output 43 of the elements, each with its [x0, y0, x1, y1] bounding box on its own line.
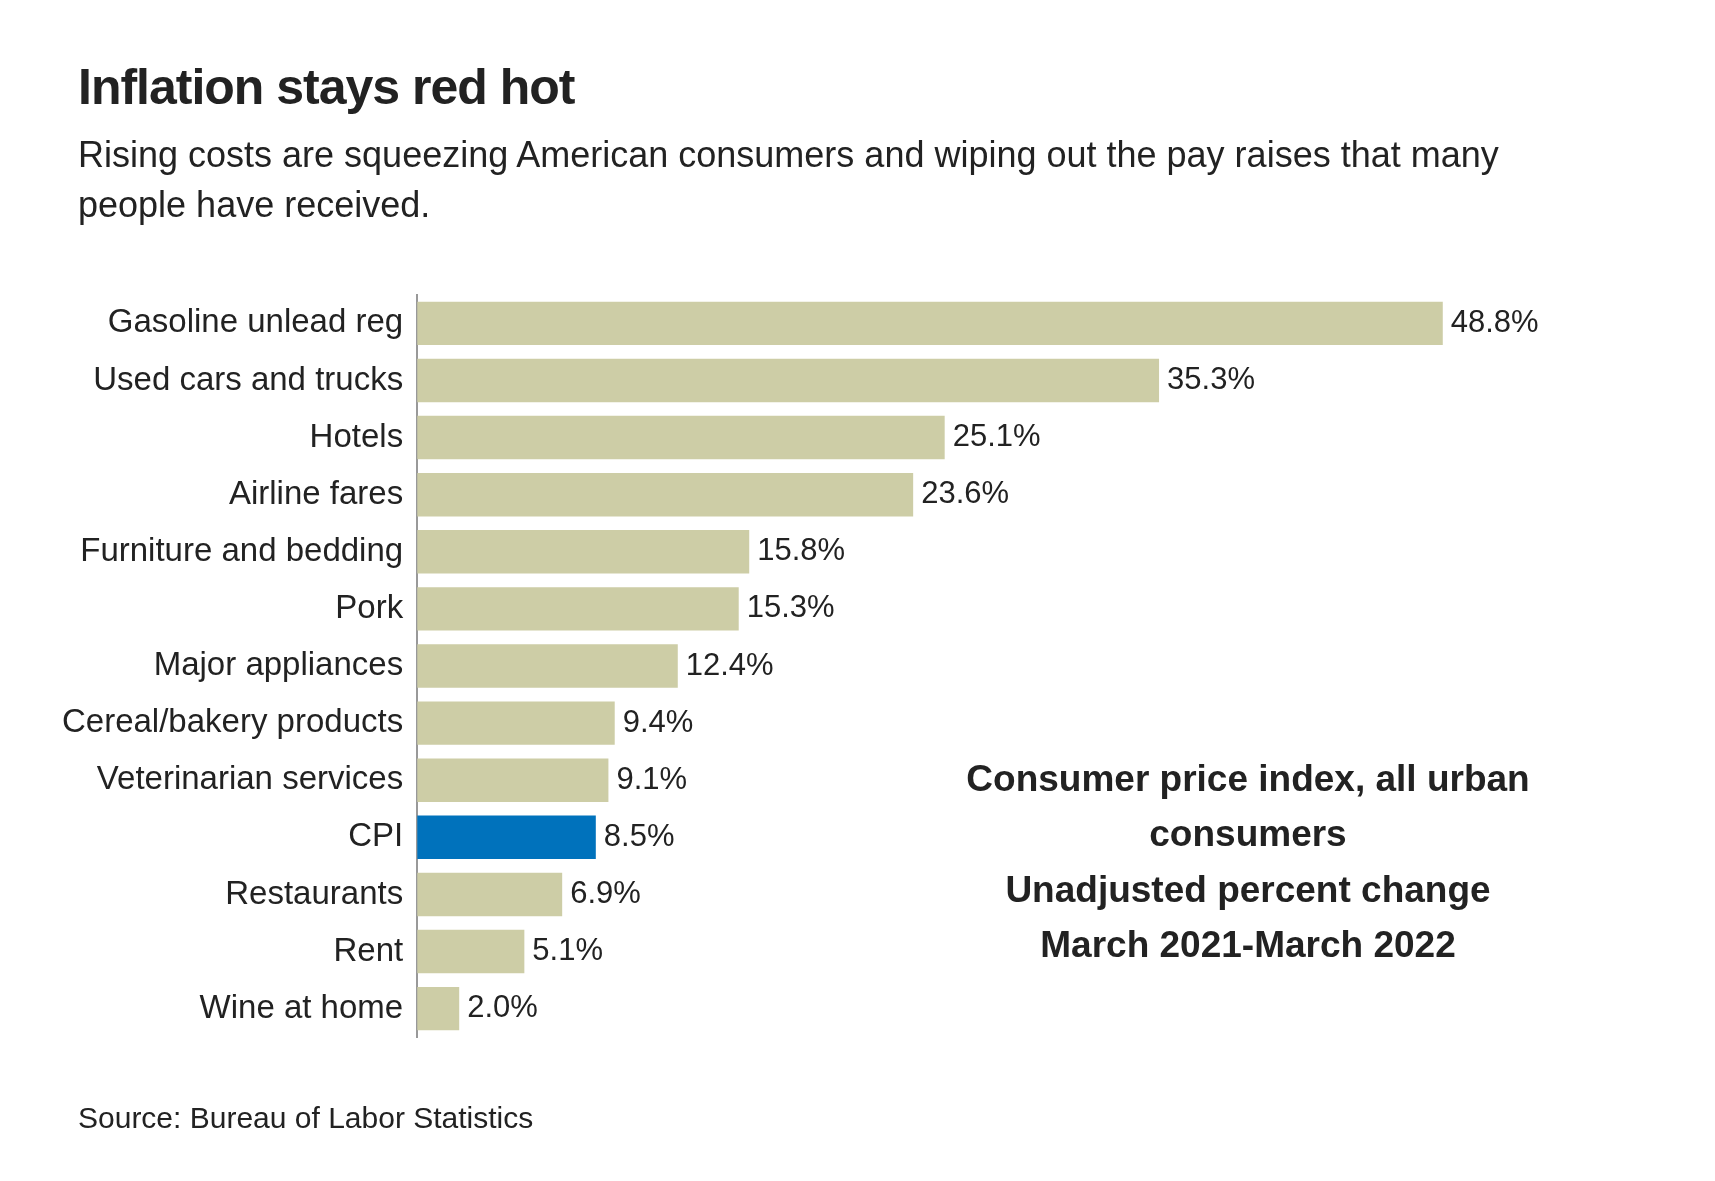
- data-label: 25.1%: [952, 417, 1041, 453]
- y-tick-label: Veterinarian services: [96, 759, 404, 797]
- y-tick-label: Airline fares: [228, 473, 404, 511]
- y-tick-label: Pork: [335, 587, 404, 625]
- data-label: 5.1%: [532, 931, 604, 967]
- bar: [417, 644, 678, 688]
- bar: [417, 415, 945, 460]
- data-label: 15.3%: [746, 589, 835, 625]
- y-tick-label: Used cars and trucks: [93, 359, 404, 397]
- bar: [417, 701, 615, 745]
- y-tick-label: Restaurants: [225, 873, 404, 911]
- y-tick-label: CPI: [348, 816, 404, 854]
- data-label: 48.8%: [1450, 303, 1539, 339]
- bar: [417, 986, 460, 1031]
- bar: [417, 472, 914, 517]
- y-tick-label: Wine at home: [199, 987, 404, 1025]
- data-label: 8.5%: [603, 817, 675, 853]
- y-tick-label: Gasoline unlead reg: [107, 302, 404, 340]
- chart-title: Inflation stays red hot: [78, 58, 576, 116]
- source-note: Source: Bureau of Labor Statistics: [78, 1100, 535, 1135]
- data-label: 12.4%: [685, 646, 774, 682]
- bar: [417, 529, 750, 574]
- bar: [417, 758, 609, 802]
- bar: [417, 358, 1160, 402]
- data-label: 35.3%: [1167, 360, 1255, 396]
- y-tick-label: Major appliances: [153, 644, 404, 682]
- data-label: 15.8%: [757, 532, 846, 568]
- bar: [417, 586, 739, 631]
- bar: [417, 872, 563, 916]
- bar: [417, 301, 1443, 345]
- y-tick-label: Hotels: [309, 416, 404, 454]
- data-label: 6.9%: [570, 874, 641, 910]
- y-tick-label: Furniture and bedding: [80, 530, 404, 568]
- y-tick-label: Cereal/bakery products: [61, 701, 404, 739]
- data-label: 23.6%: [921, 475, 1010, 511]
- data-label: 2.0%: [467, 988, 538, 1024]
- annotation: Consumer price index, all urban consumers Unadjusted percent change March 2021-March 2022: [965, 756, 1531, 968]
- bar: [417, 815, 596, 859]
- data-label: 9.4%: [622, 703, 694, 739]
- chart-subtitle: Rising costs are squeezing American consumers and wiping out the pay raises that many people have received.: [78, 133, 1500, 228]
- y-tick-label: Rent: [333, 930, 404, 968]
- data-label: 9.1%: [616, 760, 688, 796]
- bar: [417, 929, 525, 974]
